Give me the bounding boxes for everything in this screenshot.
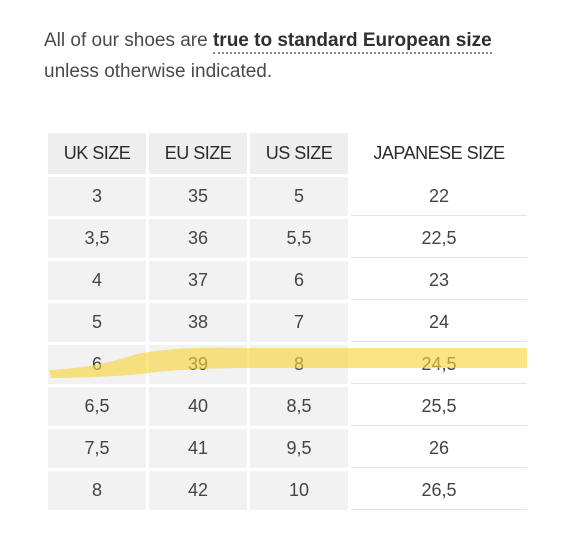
cell-eu: 35: [149, 177, 247, 216]
table-row: 4 37 6 23: [48, 261, 527, 300]
european-size-link[interactable]: true to standard European size: [212, 30, 492, 54]
cell-us: 10: [250, 471, 348, 510]
cell-uk: 3,5: [48, 219, 146, 258]
table-row: 5 38 7 24: [48, 303, 527, 342]
cell-us: 8,5: [250, 387, 348, 426]
cell-uk: 5: [48, 303, 146, 342]
cell-us: 8: [250, 345, 348, 384]
cell-eu: 42: [149, 471, 247, 510]
table-row-highlighted: 6 39 8 24,5: [48, 345, 527, 384]
cell-us: 9,5: [250, 429, 348, 468]
header-eu-size: EU SIZE: [149, 133, 247, 174]
cell-japanese: 22: [351, 177, 527, 216]
cell-japanese: 25,5: [351, 387, 527, 426]
cell-eu: 39: [149, 345, 247, 384]
table-row: 3,5 36 5,5 22,5: [48, 219, 527, 258]
cell-japanese: 24,5: [351, 345, 527, 384]
cell-us: 5,5: [250, 219, 348, 258]
intro-paragraph: All of our shoes are true to standard Eu…: [44, 25, 544, 87]
cell-uk: 8: [48, 471, 146, 510]
cell-japanese: 26,5: [351, 471, 527, 510]
cell-japanese: 26: [351, 429, 527, 468]
cell-us: 7: [250, 303, 348, 342]
cell-us: 6: [250, 261, 348, 300]
cell-eu: 41: [149, 429, 247, 468]
cell-uk: 3: [48, 177, 146, 216]
intro-text-before: All of our shoes are: [44, 30, 213, 51]
size-conversion-table: UK SIZE EU SIZE US SIZE JAPANESE SIZE 3 …: [45, 130, 530, 513]
cell-eu: 38: [149, 303, 247, 342]
cell-uk: 4: [48, 261, 146, 300]
cell-japanese: 23: [351, 261, 527, 300]
table-row: 6,5 40 8,5 25,5: [48, 387, 527, 426]
cell-eu: 40: [149, 387, 247, 426]
cell-eu: 37: [149, 261, 247, 300]
cell-eu: 36: [149, 219, 247, 258]
intro-text-after: unless otherwise indicated.: [44, 61, 273, 82]
table-row: 3 35 5 22: [48, 177, 527, 216]
cell-japanese: 24: [351, 303, 527, 342]
header-uk-size: UK SIZE: [48, 133, 146, 174]
table-row: 7,5 41 9,5 26: [48, 429, 527, 468]
cell-japanese: 22,5: [351, 219, 527, 258]
cell-uk: 6,5: [48, 387, 146, 426]
header-japanese-size: JAPANESE SIZE: [351, 133, 527, 174]
cell-uk: 7,5: [48, 429, 146, 468]
cell-us: 5: [250, 177, 348, 216]
cell-uk: 6: [48, 345, 146, 384]
header-us-size: US SIZE: [250, 133, 348, 174]
table-row: 8 42 10 26,5: [48, 471, 527, 510]
table-header-row: UK SIZE EU SIZE US SIZE JAPANESE SIZE: [48, 133, 527, 174]
